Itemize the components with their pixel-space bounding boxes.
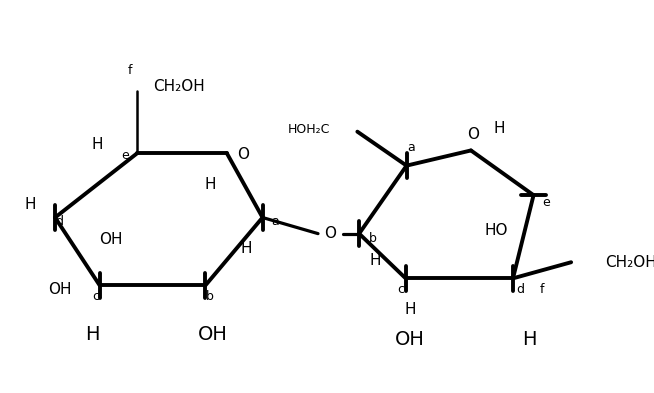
Text: b: b [369, 231, 377, 244]
Text: H: H [92, 137, 103, 152]
Text: H: H [86, 325, 100, 344]
Text: H: H [370, 253, 381, 268]
Text: a: a [407, 141, 415, 154]
Text: b: b [206, 290, 214, 303]
Text: e: e [121, 149, 129, 162]
Text: H: H [241, 241, 252, 256]
Text: H: H [494, 121, 506, 136]
Text: OH: OH [198, 325, 228, 344]
Text: H: H [404, 302, 416, 317]
Text: d: d [56, 215, 63, 228]
Text: HOH₂C: HOH₂C [288, 123, 330, 136]
Text: HO: HO [484, 224, 508, 239]
Text: c: c [398, 283, 405, 296]
Text: O: O [237, 147, 249, 162]
Text: c: c [92, 290, 99, 303]
Text: e: e [542, 196, 550, 209]
Text: OH: OH [99, 232, 122, 247]
Text: f: f [128, 64, 132, 77]
Text: OH: OH [48, 283, 71, 298]
Text: f: f [540, 283, 544, 296]
Text: H: H [24, 196, 36, 211]
Text: O: O [467, 127, 479, 142]
Text: O: O [324, 226, 337, 241]
Text: H: H [205, 177, 216, 192]
Text: d: d [516, 283, 524, 296]
Text: CH₂OH: CH₂OH [605, 255, 654, 270]
Text: CH₂OH: CH₂OH [154, 79, 205, 94]
Text: a: a [271, 215, 279, 228]
Text: H: H [522, 330, 536, 349]
Text: OH: OH [395, 330, 425, 349]
